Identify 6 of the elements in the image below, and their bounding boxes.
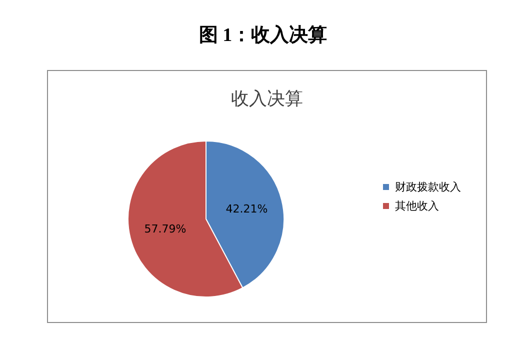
chart-title: 图 1：收入决算 xyxy=(198,24,328,48)
data-label: 42.21% xyxy=(226,202,268,216)
legend-label: 其他收入 xyxy=(395,200,439,212)
chart-subtitle: 收入决算 xyxy=(231,88,303,110)
data-label: 57.79% xyxy=(144,222,186,236)
legend-label: 财政拨款收入 xyxy=(395,180,461,194)
